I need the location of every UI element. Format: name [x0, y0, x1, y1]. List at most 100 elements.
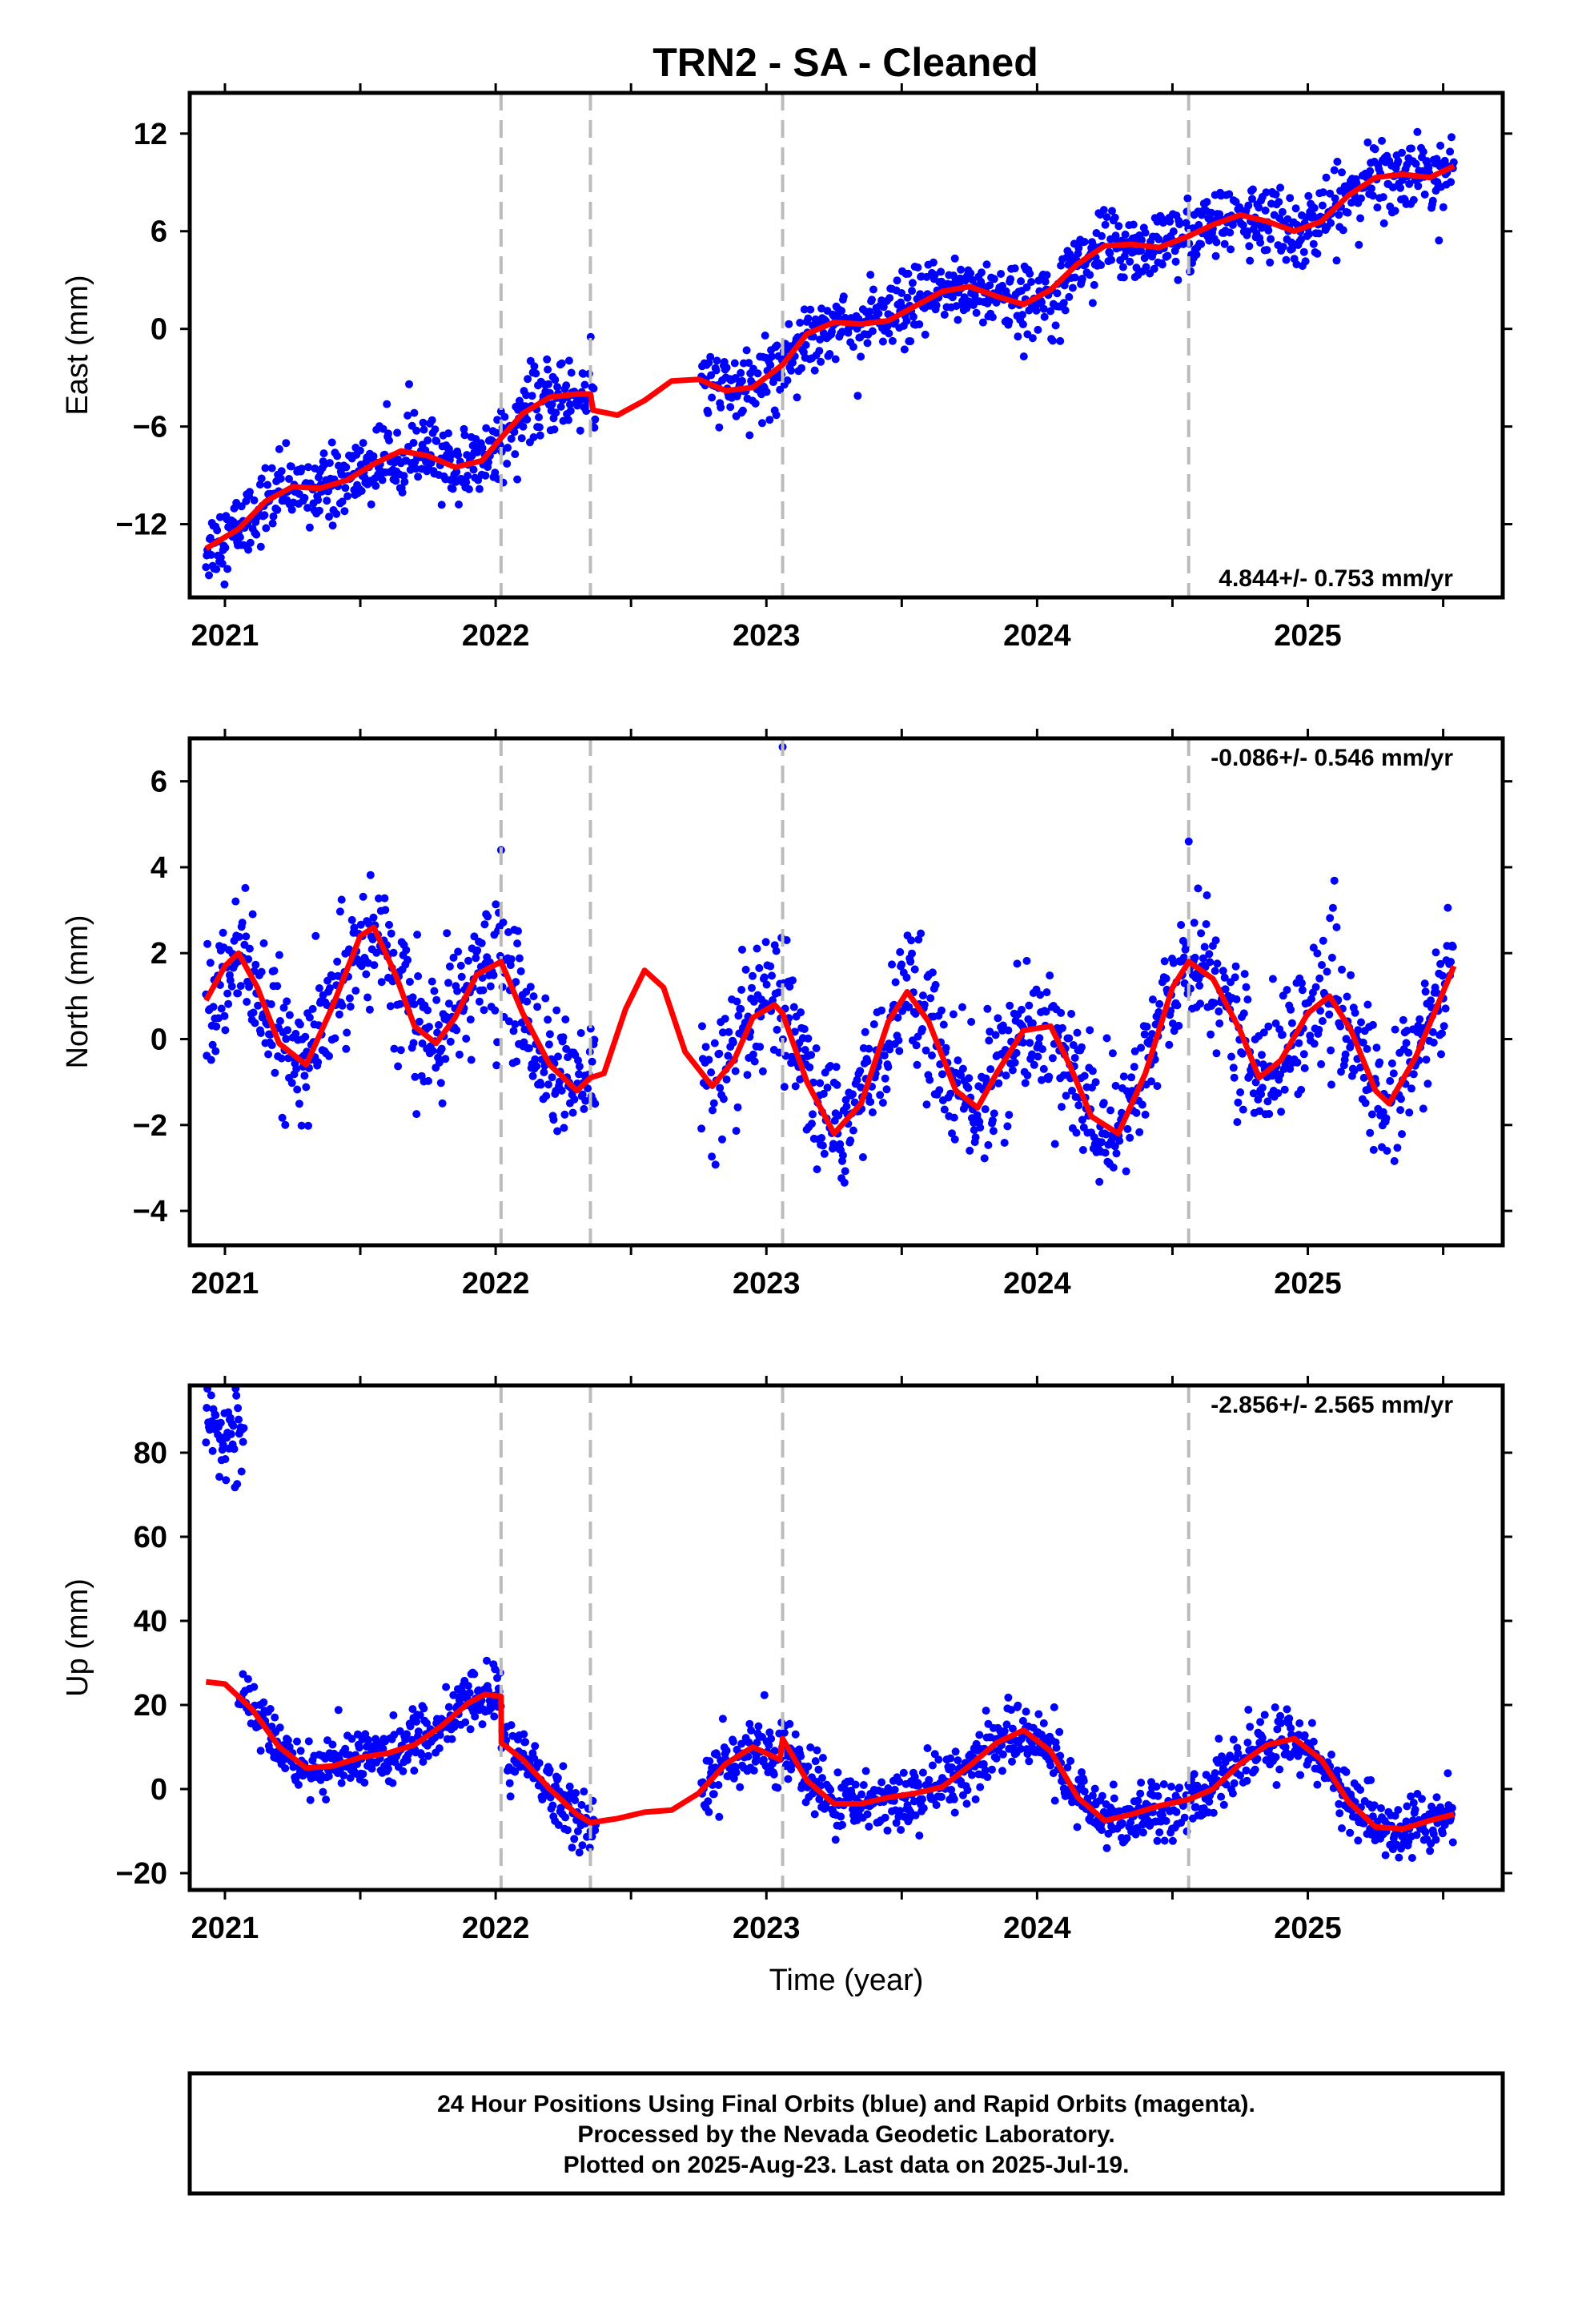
data-point [1027, 278, 1036, 286]
data-point [858, 1153, 867, 1161]
data-point [543, 355, 552, 364]
data-point [1327, 1046, 1335, 1055]
data-point [1318, 1017, 1327, 1025]
data-point [967, 1018, 976, 1026]
data-point [1432, 988, 1441, 997]
data-point [968, 275, 977, 284]
data-point [938, 1792, 946, 1801]
data-point [1403, 1802, 1411, 1811]
data-point [919, 1803, 928, 1812]
data-point [235, 1415, 243, 1424]
data-point [1088, 1067, 1097, 1076]
data-point [297, 464, 306, 473]
data-point [420, 425, 428, 434]
data-point [1263, 246, 1271, 255]
data-point [471, 1712, 480, 1721]
data-point [811, 1757, 820, 1766]
data-point [868, 296, 876, 304]
data-point [726, 403, 735, 412]
data-point [491, 1006, 500, 1015]
data-point [420, 1704, 428, 1713]
data-point [520, 1730, 528, 1739]
data-point [1245, 242, 1254, 251]
data-point [338, 497, 347, 506]
data-point [248, 910, 257, 919]
data-point [1065, 292, 1074, 301]
data-point [1387, 1059, 1396, 1068]
model-curve [204, 163, 1456, 551]
data-point [282, 439, 291, 448]
data-point [834, 1111, 843, 1120]
data-point [236, 982, 245, 991]
data-point [491, 468, 500, 477]
data-point [207, 550, 215, 559]
data-point [866, 1097, 875, 1106]
data-point [1101, 1148, 1110, 1157]
data-point [1095, 1177, 1104, 1186]
data-point [308, 1004, 317, 1013]
data-point [251, 1019, 259, 1027]
data-point [239, 1437, 247, 1446]
data-point [1419, 1104, 1427, 1113]
data-point [1229, 1735, 1238, 1744]
data-point [396, 999, 404, 1008]
data-point [1137, 1043, 1146, 1052]
data-point [1215, 1019, 1224, 1027]
data-point [1264, 1022, 1273, 1031]
data-point [818, 1754, 827, 1762]
data-point [226, 976, 235, 985]
data-point [718, 1135, 726, 1144]
data-point [377, 978, 386, 987]
data-point [333, 452, 342, 460]
data-point [934, 1755, 943, 1764]
data-point [287, 505, 296, 514]
y-tick-label: 4 [151, 851, 167, 885]
data-point [232, 1391, 241, 1400]
data-point [952, 302, 961, 311]
data-point [1018, 1038, 1027, 1047]
data-point [1162, 1816, 1170, 1825]
data-point [918, 991, 927, 1000]
data-point [1137, 1779, 1146, 1787]
data-point [789, 976, 797, 985]
data-point [1061, 306, 1070, 315]
data-point [383, 1764, 392, 1773]
data-point [480, 920, 489, 929]
data-point [751, 399, 760, 408]
data-point [343, 1028, 351, 1037]
data-point [732, 1768, 741, 1777]
data-point [285, 475, 293, 483]
data-point [408, 1705, 417, 1714]
data-point [347, 1735, 356, 1743]
data-point [271, 1713, 279, 1722]
data-point [1102, 213, 1111, 222]
data-point [1122, 1834, 1131, 1843]
data-point [1038, 298, 1046, 307]
data-point [414, 972, 423, 980]
data-point [958, 1064, 967, 1073]
data-point [509, 1027, 518, 1035]
data-point [938, 1006, 946, 1015]
data-point [954, 1056, 962, 1065]
data-point [1411, 159, 1420, 168]
data-point [544, 1040, 553, 1049]
data-point [271, 1068, 279, 1077]
data-point [985, 1036, 994, 1045]
data-point [950, 1113, 958, 1122]
data-point [507, 955, 516, 963]
data-point [1298, 986, 1307, 995]
data-point [386, 1002, 395, 1011]
data-point [766, 962, 775, 971]
data-point [909, 312, 917, 321]
data-point [244, 955, 253, 963]
data-point [1239, 1105, 1247, 1114]
data-point [562, 381, 571, 390]
data-point [1142, 1023, 1151, 1031]
data-point [863, 1057, 872, 1066]
data-point [1393, 1144, 1402, 1152]
data-point [220, 580, 229, 589]
data-point [1138, 235, 1146, 244]
data-point [789, 358, 797, 367]
data-point [981, 1766, 990, 1775]
data-point [1035, 1034, 1044, 1043]
